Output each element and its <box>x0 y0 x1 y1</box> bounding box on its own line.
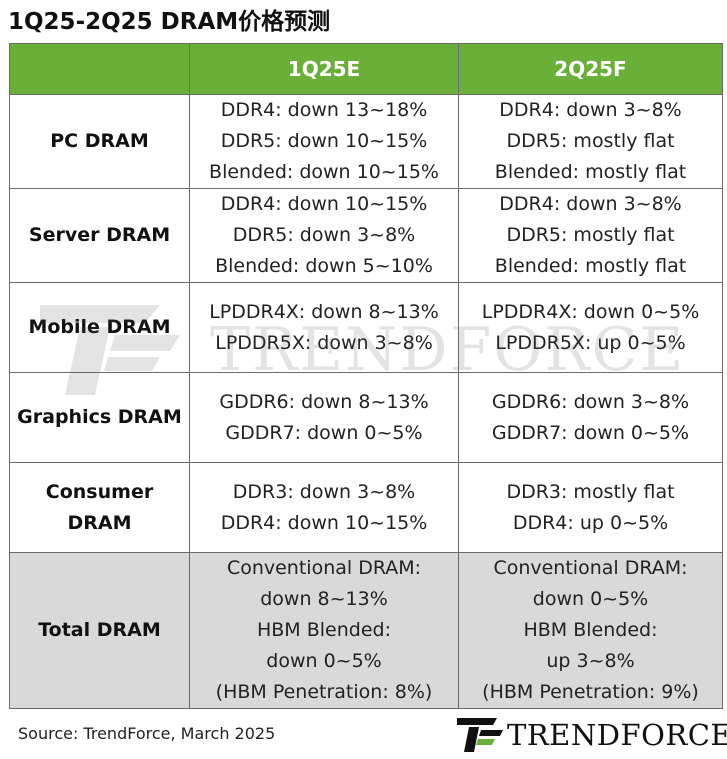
table-row-pc-dram: PC DRAM DDR4: down 13~18% DDR5: down 10~… <box>9 94 723 189</box>
header-cell-blank <box>9 43 190 95</box>
trendforce-logo-icon <box>457 718 503 752</box>
cell-line: GDDR7: down 0~5% <box>225 421 423 444</box>
cell-line: down 8~13% <box>260 588 388 610</box>
cell-1q25e: DDR4: down 13~18% DDR5: down 10~15% Blen… <box>189 94 459 189</box>
cell-line: Blended: down 5~10% <box>215 255 433 277</box>
cell-line: GDDR6: down 8~13% <box>219 390 429 413</box>
table-row-total-dram: Total DRAM Conventional DRAM: down 8~13%… <box>9 552 723 709</box>
cell-line: LPDDR5X: down 3~8% <box>215 331 433 354</box>
cell-2q25f: Conventional DRAM: down 0~5% HBM Blended… <box>458 552 723 709</box>
chart-title: 1Q25-2Q25 DRAM价格预测 <box>8 9 331 35</box>
cell-line: HBM Blended: <box>523 619 658 641</box>
cell-line: Blended: mostly flat <box>494 255 687 277</box>
cell-line: DDR3: mostly flat <box>506 480 675 503</box>
row-label: PC DRAM <box>9 94 190 189</box>
cell-1q25e: GDDR6: down 8~13% GDDR7: down 0~5% <box>189 372 459 463</box>
cell-line: Blended: down 10~15% <box>209 161 439 183</box>
logo-text: TRENDFORCE <box>507 718 727 752</box>
cell-line: DDR4: down 10~15% <box>220 193 428 215</box>
cell-line: down 0~5% <box>266 650 382 672</box>
cell-2q25f: DDR4: down 3~8% DDR5: mostly flat Blende… <box>458 188 723 283</box>
cell-1q25e: DDR3: down 3~8% DDR4: down 10~15% <box>189 462 459 553</box>
cell-line: GDDR6: down 3~8% <box>491 390 690 413</box>
cell-line: Blended: mostly flat <box>494 161 687 183</box>
cell-line: LPDDR4X: down 0~5% <box>481 300 700 323</box>
table-header-row: 1Q25E 2Q25F <box>9 43 723 95</box>
cell-line: DDR4: down 10~15% <box>220 511 428 534</box>
cell-2q25f: LPDDR4X: down 0~5% LPDDR5X: up 0~5% <box>458 282 723 373</box>
cell-line: DDR4: up 0~5% <box>512 511 669 534</box>
trendforce-logo: TRENDFORCE <box>457 716 727 752</box>
cell-line: LPDDR5X: up 0~5% <box>495 331 686 354</box>
row-label: Server DRAM <box>9 188 190 283</box>
table-row-mobile-dram: Mobile DRAM LPDDR4X: down 8~13% LPDDR5X:… <box>9 282 723 373</box>
cell-1q25e: LPDDR4X: down 8~13% LPDDR5X: down 3~8% <box>189 282 459 373</box>
row-label: Consumer DRAM <box>9 462 190 553</box>
cell-line: up 3~8% <box>546 650 635 672</box>
cell-2q25f: DDR3: mostly flat DDR4: up 0~5% <box>458 462 723 553</box>
table-row-consumer-dram: Consumer DRAM DDR3: down 3~8% DDR4: down… <box>9 462 723 553</box>
cell-2q25f: DDR4: down 3~8% DDR5: mostly flat Blende… <box>458 94 723 189</box>
row-label: Mobile DRAM <box>9 282 190 373</box>
cell-line: DDR5: mostly flat <box>506 130 675 152</box>
cell-line: HBM Blended: <box>256 619 391 641</box>
cell-line: (HBM Penetration: 9%) <box>482 681 699 703</box>
cell-line: DDR5: down 10~15% <box>220 130 428 152</box>
row-label: Total DRAM <box>9 552 190 709</box>
table-row-graphics-dram: Graphics DRAM GDDR6: down 8~13% GDDR7: d… <box>9 372 723 463</box>
cell-line: LPDDR4X: down 8~13% <box>209 300 439 323</box>
cell-line: GDDR7: down 0~5% <box>491 421 690 444</box>
cell-line: (HBM Penetration: 8%) <box>215 681 433 703</box>
cell-line: DDR5: down 3~8% <box>232 224 416 246</box>
cell-2q25f: GDDR6: down 3~8% GDDR7: down 0~5% <box>458 372 723 463</box>
dram-price-table: 1Q25E 2Q25F PC DRAM DDR4: down 13~18% DD… <box>9 43 723 709</box>
row-label: Graphics DRAM <box>9 372 190 463</box>
cell-line: DDR5: mostly flat <box>506 224 675 246</box>
cell-line: DDR4: down 3~8% <box>499 193 682 215</box>
cell-line: down 0~5% <box>532 588 649 610</box>
cell-line: Conventional DRAM: <box>493 557 688 579</box>
header-cell-2q25f: 2Q25F <box>458 43 723 95</box>
table-row-server-dram: Server DRAM DDR4: down 10~15% DDR5: down… <box>9 188 723 283</box>
row-label-line: DRAM <box>67 511 132 534</box>
cell-line: DDR3: down 3~8% <box>232 480 416 503</box>
row-label-line: Consumer <box>45 480 154 503</box>
source-note: Source: TrendForce, March 2025 <box>18 724 276 743</box>
cell-1q25e: Conventional DRAM: down 8~13% HBM Blende… <box>189 552 459 709</box>
cell-line: DDR4: down 3~8% <box>499 99 682 121</box>
cell-1q25e: DDR4: down 10~15% DDR5: down 3~8% Blende… <box>189 188 459 283</box>
cell-line: DDR4: down 13~18% <box>220 99 428 121</box>
cell-line: Conventional DRAM: <box>226 557 422 579</box>
header-cell-1q25e: 1Q25E <box>189 43 459 95</box>
